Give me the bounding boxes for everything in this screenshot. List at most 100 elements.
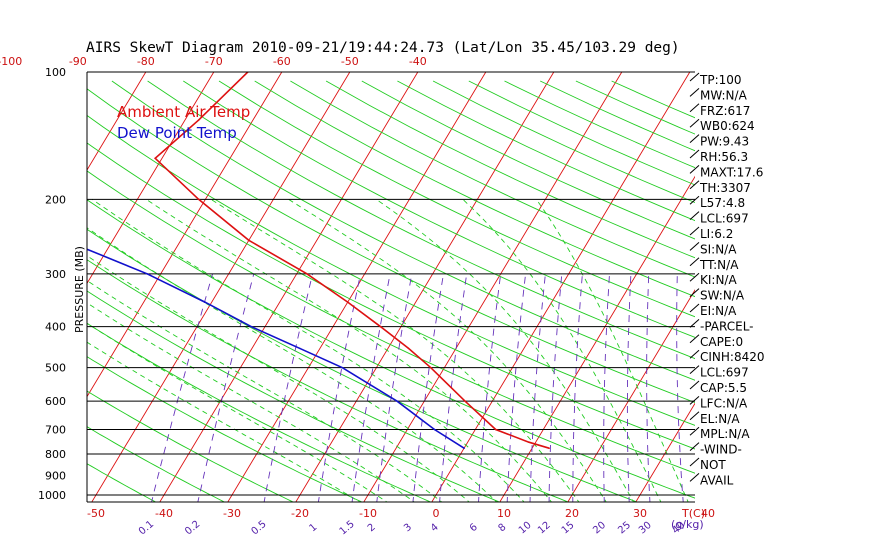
isotherm-line (431, 72, 691, 502)
mixing-ratio-tick-label: 12 (536, 520, 553, 537)
mixing-ratio-line (376, 273, 413, 502)
isotherm-line (771, 72, 870, 504)
y-axis-label: PRESSURE (MB) (73, 246, 86, 333)
index-tick (689, 211, 700, 220)
mixing-ratio-tick-label: 3 (402, 522, 414, 535)
dew-point-temp-point (21, 119, 23, 121)
dry-adiabat-line (87, 290, 501, 502)
dry-adiabat-line (87, 142, 695, 450)
top-temp-tick-label: -80 (137, 55, 155, 68)
index-label: SW:N/A (700, 289, 745, 303)
bottom-temp-tick-label: 10 (497, 507, 511, 520)
mixing-ratio-tick-label: 25 (616, 520, 633, 537)
mixing-ratio-tick-label: 8 (497, 522, 509, 535)
mixing-ratio-tick-label: 20 (591, 520, 608, 537)
index-tick (689, 88, 700, 97)
mixing-ratio-tick-label: 0.2 (183, 519, 202, 538)
index-tick (689, 426, 700, 436)
index-tick (689, 149, 700, 159)
index-tick (689, 457, 700, 467)
ambient-air-temp-point (430, 366, 432, 369)
moist-adiabat-line (288, 198, 607, 502)
index-label: EI:N/A (700, 304, 737, 318)
mixing-ratio-tick-label: 10 (517, 520, 534, 537)
pressure-tick-label: 200 (45, 193, 66, 206)
pressure-tick-label: 600 (45, 395, 66, 408)
pressure-tick-label: 700 (45, 423, 66, 436)
dew-point-temp-point (146, 273, 148, 275)
dry-adiabat-line (87, 426, 226, 502)
index-label: CINH:8420 (700, 350, 765, 364)
dry-adiabat-line (87, 259, 570, 502)
index-label: RH:56.3 (700, 150, 748, 164)
ambient-air-temp-point (346, 301, 349, 303)
pressure-tick-label: 900 (45, 470, 66, 483)
dew-point-temp-point (204, 301, 206, 303)
dry-adiabat-line (183, 80, 695, 338)
dry-adiabat-line (87, 199, 695, 499)
index-tick (689, 319, 700, 328)
moist-adiabat-line (375, 198, 635, 502)
moist-adiabat-line (87, 227, 498, 502)
dew-point-temp-point (463, 447, 465, 450)
bottom-temp-tick-label: 20 (565, 507, 579, 520)
top-temp-tick-label: -40 (409, 55, 427, 68)
dry-adiabat-line (147, 80, 695, 360)
isotherm-line (0, 72, 78, 504)
index-label: CAP:5.5 (700, 381, 747, 395)
mixing-ratio-tick-label: 2 (366, 522, 378, 535)
ambient-air-temp-point (197, 119, 200, 121)
dry-adiabat-line (111, 80, 695, 381)
index-tick (689, 242, 700, 251)
mixing-ratio-line (626, 273, 632, 502)
mixing-ratio-line (572, 273, 583, 502)
chart-title: AIRS SkewT Diagram 2010-09-21/19:44:24.7… (86, 40, 680, 56)
index-label: MPL:N/A (700, 427, 750, 441)
moist-adiabat-line (87, 255, 470, 502)
bottom-temp-tick-label: 30 (633, 507, 647, 520)
isotherm-line (567, 289, 695, 502)
moist-adiabat-line (536, 199, 689, 502)
isotherm-line (91, 72, 351, 502)
dry-adiabat-line (87, 88, 695, 404)
dry-adiabat-line (87, 463, 157, 502)
dew-point-temp-point (250, 325, 253, 328)
pressure-tick-label: 800 (45, 448, 66, 461)
isotherm-line (87, 72, 147, 171)
mixing-ratio-line (263, 273, 314, 502)
index-label: LFC:N/A (700, 396, 748, 410)
moist-adiabat-line (87, 280, 443, 502)
dew-point-temp-point (64, 240, 66, 242)
ambient-air-temp-point (379, 325, 382, 328)
isotherm-line (499, 175, 695, 502)
mixing-ratio-tick-label: 1.5 (338, 519, 357, 538)
mixing-ratio-line (151, 273, 214, 502)
ambient-air-temp-line (154, 72, 550, 449)
mixing-ratio-line (646, 273, 651, 502)
index-label: MW:N/A (700, 88, 748, 102)
index-tick (689, 165, 700, 174)
mixing-ratio-line (603, 273, 610, 502)
dry-adiabat-line (290, 80, 695, 278)
isotherm-line (839, 72, 870, 504)
mixing-ratio-line (439, 273, 468, 502)
mixing-ratio-unit: (g/kg) (671, 518, 704, 531)
isotherm-line (635, 402, 695, 502)
legend-entry: Dew Point Temp (117, 124, 237, 142)
ambient-air-temp-point (548, 447, 550, 450)
mixing-ratio-tick-label: 15 (560, 520, 577, 537)
dew-point-temp-point (298, 347, 301, 350)
index-tick (689, 396, 700, 405)
index-tick (689, 442, 700, 451)
dew-point-temp-point (341, 366, 344, 369)
dew-point-temp-point (433, 428, 436, 431)
isotherm-line (0, 72, 10, 504)
pressure-tick-label: 500 (45, 362, 66, 375)
top-temp-tick-label: -100 (0, 55, 22, 68)
mixing-ratio-tick-label: 1 (308, 522, 320, 535)
dry-adiabat-line (87, 228, 639, 502)
index-label: L57:4.8 (700, 196, 745, 210)
bottom-temp-tick-label: -40 (155, 507, 173, 520)
ambient-air-temp-point (306, 273, 308, 275)
